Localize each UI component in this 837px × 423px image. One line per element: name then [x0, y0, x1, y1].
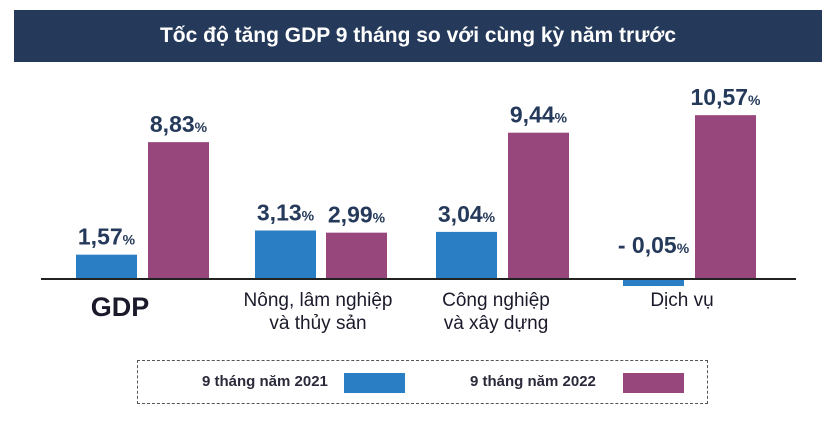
legend-label-2021: 9 tháng năm 2021 — [202, 373, 328, 390]
category-label-2: Công nghiệp và xây dựng — [442, 290, 550, 334]
data-label-2021-3: - 0,05% — [618, 232, 690, 258]
data-label-2021-2: 3,04% — [438, 201, 496, 227]
data-label-2022-3: 10,57% — [690, 84, 761, 110]
data-label-2022-1: 2,99% — [328, 202, 386, 228]
legend-swatch-2021 — [344, 373, 405, 393]
bar-2022-2 — [508, 132, 569, 279]
category-label-3: Dịch vụ — [650, 290, 713, 311]
chart-title: Tốc độ tăng GDP 9 tháng so với cùng kỳ n… — [14, 10, 822, 62]
category-label-1: Nông, lâm nghiệp và thủy sản — [244, 290, 393, 334]
category-label-0: GDP — [91, 292, 150, 322]
bar-2022-3 — [695, 115, 756, 279]
data-label-2022-2: 9,44% — [510, 102, 568, 128]
bar-2021-2 — [436, 231, 497, 279]
legend-swatch-2022 — [623, 373, 684, 393]
data-label-2021-1: 3,13% — [257, 199, 315, 225]
bar-2022-1 — [326, 232, 387, 279]
legend-label-2022: 9 tháng năm 2022 — [470, 373, 596, 390]
bar-2021-1 — [255, 230, 316, 279]
legend: 9 tháng năm 2021 9 tháng năm 2022 — [137, 360, 708, 404]
data-label-2021-0: 1,57% — [78, 224, 136, 250]
data-label-2022-0: 8,83% — [150, 111, 208, 137]
bar-2022-0 — [148, 142, 209, 279]
bar-2021-3 — [623, 279, 684, 286]
bar-2021-0 — [76, 254, 137, 279]
